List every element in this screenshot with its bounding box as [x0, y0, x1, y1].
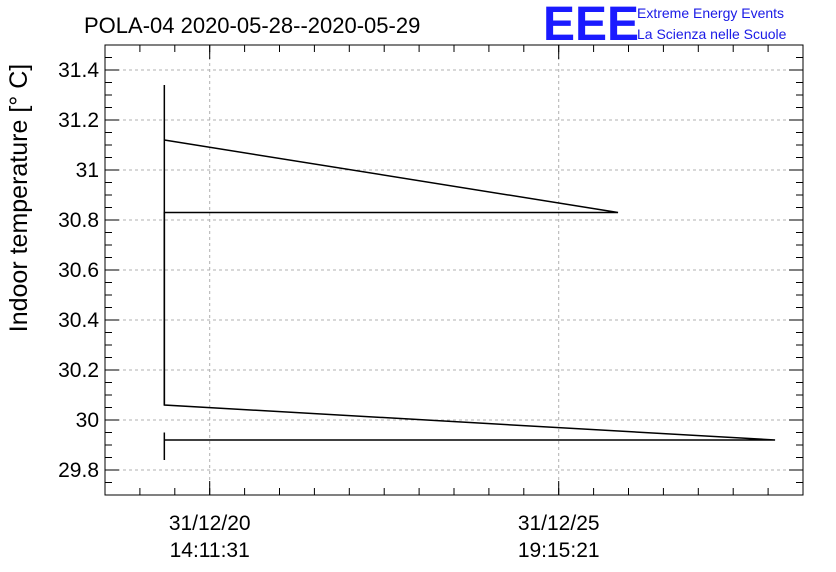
grid	[105, 45, 803, 495]
x-tick-label-date: 31/12/20	[169, 512, 251, 535]
y-tick-label: 29.8	[58, 459, 99, 482]
logo-line1: Extreme Energy Events	[637, 5, 784, 21]
y-tick-label: 30.2	[58, 359, 99, 382]
data-series	[163, 85, 776, 460]
y-tick-label: 30.4	[58, 309, 99, 332]
temperature-series-line	[163, 139, 776, 441]
y-tick-label: 30.6	[58, 259, 99, 282]
logo-line2: La Scienza nelle Scuole	[637, 26, 787, 42]
y-tick-label: 30	[76, 409, 99, 432]
y-tick-label: 31.4	[58, 59, 99, 82]
eee-logo: EEE Extreme Energy Events La Scienza nel…	[543, 0, 787, 51]
y-tick-label: 31.2	[58, 109, 99, 132]
plot-frame	[104, 44, 804, 496]
tick-labels: 29.8 30 30.2 30.4 30.6 30.8 31 31.2 31.4 31/12/20…	[58, 59, 599, 562]
x-tick-label-time: 19:15:21	[518, 539, 600, 562]
y-tick-label: 31	[76, 159, 99, 182]
x-tick-label-date: 31/12/25	[518, 512, 600, 535]
y-axis-label: Indoor temperature [° C]	[5, 64, 33, 332]
x-tick-label-time: 14:11:31	[170, 539, 250, 562]
chart-title: POLA-04 2020-05-28--2020-05-29	[84, 13, 420, 38]
y-tick-label: 30.8	[58, 209, 99, 232]
logo-mark: EEE	[543, 0, 639, 51]
axes	[104, 44, 804, 496]
